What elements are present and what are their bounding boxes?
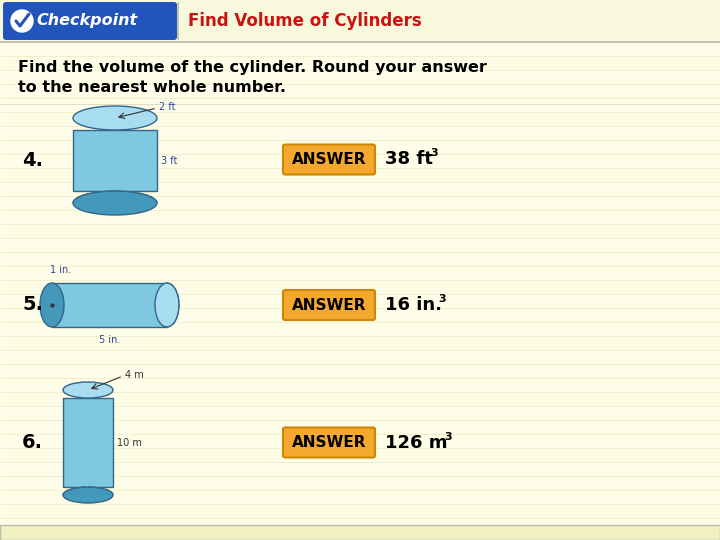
FancyBboxPatch shape xyxy=(283,290,375,320)
Ellipse shape xyxy=(155,283,179,327)
Circle shape xyxy=(11,10,33,32)
Polygon shape xyxy=(52,283,167,327)
Text: 3: 3 xyxy=(430,148,438,159)
Text: Checkpoint: Checkpoint xyxy=(36,14,137,29)
Ellipse shape xyxy=(73,106,157,130)
Text: 126 m: 126 m xyxy=(385,434,448,451)
Polygon shape xyxy=(73,130,157,191)
Polygon shape xyxy=(63,398,113,487)
Text: 3: 3 xyxy=(438,294,446,304)
Ellipse shape xyxy=(63,382,113,398)
Ellipse shape xyxy=(73,191,157,215)
Text: ANSWER: ANSWER xyxy=(292,152,366,167)
Text: 4 m: 4 m xyxy=(125,370,144,380)
Text: 3: 3 xyxy=(444,431,451,442)
Text: 10 m: 10 m xyxy=(117,437,142,448)
Ellipse shape xyxy=(63,487,113,503)
Text: 2 ft: 2 ft xyxy=(159,102,176,112)
Text: 4.: 4. xyxy=(22,151,43,170)
Text: 1 in.: 1 in. xyxy=(50,265,71,275)
Text: 38 ft: 38 ft xyxy=(385,151,433,168)
Text: ANSWER: ANSWER xyxy=(292,298,366,313)
FancyBboxPatch shape xyxy=(283,428,375,457)
Text: ANSWER: ANSWER xyxy=(292,435,366,450)
Text: to the nearest whole number.: to the nearest whole number. xyxy=(18,80,286,95)
FancyBboxPatch shape xyxy=(3,2,177,40)
FancyBboxPatch shape xyxy=(283,145,375,174)
Text: 6.: 6. xyxy=(22,433,43,452)
Text: 3 ft: 3 ft xyxy=(161,156,177,165)
Bar xyxy=(0,0,720,42)
Text: 16 in.: 16 in. xyxy=(385,296,442,314)
Ellipse shape xyxy=(40,283,64,327)
Bar xyxy=(0,525,720,540)
Text: Find Volume of Cylinders: Find Volume of Cylinders xyxy=(188,12,422,30)
Text: 5.: 5. xyxy=(22,295,43,314)
Text: Find the volume of the cylinder. Round your answer: Find the volume of the cylinder. Round y… xyxy=(18,60,487,75)
Text: 5 in.: 5 in. xyxy=(99,335,120,345)
